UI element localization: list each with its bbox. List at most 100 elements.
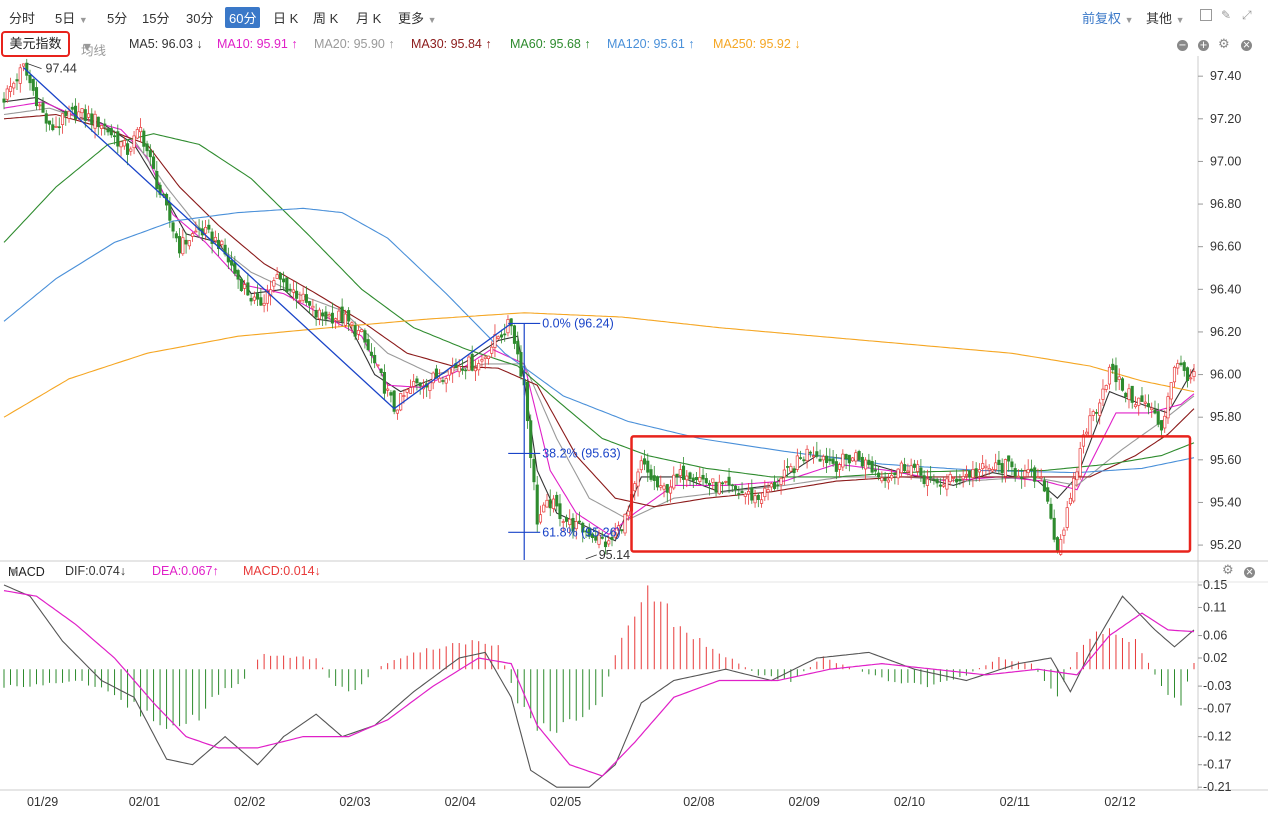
candle-body	[994, 462, 998, 471]
candle-body	[893, 473, 897, 475]
tab-weekly-k[interactable]: 周 K	[313, 11, 339, 26]
candle-body	[977, 469, 981, 473]
candle-body	[841, 453, 845, 468]
candle-body	[652, 475, 656, 481]
y-tick-label: 95.60	[1210, 453, 1241, 467]
candle-body	[1169, 382, 1173, 400]
candle-body	[815, 451, 819, 457]
close-icon[interactable]: ×	[1244, 565, 1255, 579]
candle-body	[64, 111, 68, 117]
candle-body	[1143, 401, 1147, 404]
candle-body	[171, 222, 175, 232]
candle-body	[1049, 503, 1053, 519]
candle-body	[21, 63, 26, 67]
candle-body	[1130, 385, 1134, 403]
candle-body	[386, 388, 390, 391]
candle-body	[577, 520, 582, 523]
candle-body	[525, 381, 530, 422]
candle-body	[148, 150, 152, 158]
fullscreen-icon[interactable]: ⤢	[1242, 8, 1252, 22]
candle-body	[545, 499, 549, 508]
candle-body	[831, 458, 835, 464]
tab-monthly-k[interactable]: 月 K	[356, 11, 382, 26]
tab-60min[interactable]: 60分	[225, 7, 261, 28]
y-tick-label: 97.40	[1210, 69, 1241, 83]
candle-body	[532, 458, 536, 483]
chevron-down-icon: ▼	[78, 15, 88, 25]
candle-body	[925, 478, 929, 486]
ma60-line	[3, 133, 1195, 478]
tab-timeshare[interactable]: 分时	[9, 11, 36, 26]
candle-body	[857, 451, 861, 460]
tab-more[interactable]: 更多 ▼	[398, 8, 437, 27]
candle-body	[1111, 363, 1115, 371]
close-icon[interactable]: ×	[1241, 38, 1252, 52]
candle-body	[1150, 407, 1154, 411]
ma250-line	[3, 312, 1195, 418]
chevron-down-icon: ▼	[1175, 15, 1185, 25]
y-tick-label: 96.80	[1210, 197, 1241, 211]
adjust-dropdown[interactable]: 前复权 ▼	[1082, 8, 1134, 27]
pencil-icon[interactable]: ✎	[1221, 8, 1232, 22]
candle-body	[721, 482, 725, 485]
tab-5min[interactable]: 5分	[107, 11, 128, 26]
ma30-line	[3, 113, 1195, 508]
plus-icon[interactable]: +	[1198, 38, 1209, 52]
tab-5day[interactable]: 5日 ▼	[55, 8, 88, 27]
grid-icon[interactable]	[1200, 9, 1212, 21]
candle-body	[1013, 468, 1017, 477]
gear-icon[interactable]: ⚙	[1218, 36, 1230, 51]
gear-icon[interactable]: ⚙	[1222, 562, 1234, 577]
candle-body	[776, 484, 780, 487]
x-tick-label: 02/02	[234, 795, 265, 809]
candle-body	[405, 389, 409, 393]
candle-body	[675, 473, 679, 477]
candle-body	[499, 334, 504, 338]
candle-body	[681, 465, 686, 480]
minus-icon[interactable]: −	[1177, 38, 1188, 52]
symbol-label[interactable]: 美元指数	[1, 31, 70, 57]
candle-body	[308, 301, 312, 306]
candle-body	[272, 280, 276, 287]
candle-body	[207, 224, 211, 230]
legend-ma250: MA250: 95.92 ↓	[713, 37, 801, 51]
trend-line	[23, 67, 512, 410]
candle-body	[948, 474, 952, 483]
candle-body	[44, 113, 48, 124]
candle-body	[152, 156, 156, 169]
candle-body	[870, 461, 874, 473]
candle-body	[1081, 434, 1086, 447]
candle-body	[18, 67, 22, 84]
candle-body	[298, 300, 302, 302]
candle-body	[740, 491, 744, 494]
tab-15min[interactable]: 15分	[142, 11, 170, 26]
candle-body	[116, 131, 120, 147]
candle-body	[1127, 388, 1131, 400]
candle-body	[769, 483, 773, 488]
range-box	[630, 435, 1192, 553]
candle-body	[158, 184, 162, 195]
candle-body	[408, 387, 412, 394]
candle-body	[633, 483, 637, 492]
candle-body	[226, 256, 230, 263]
candle-body	[217, 239, 221, 250]
candle-body	[1153, 409, 1157, 414]
other-dropdown[interactable]: 其他 ▼	[1146, 8, 1185, 27]
candle-body	[766, 489, 770, 493]
candle-body	[636, 471, 640, 487]
candle-body	[301, 293, 305, 301]
candle-body	[1039, 476, 1043, 479]
candle-body	[932, 478, 936, 481]
tab-30min[interactable]: 30分	[186, 11, 214, 26]
candle-body	[1091, 411, 1095, 416]
candle-body	[132, 135, 136, 149]
candle-body	[623, 513, 627, 534]
candle-body	[343, 313, 347, 326]
candle-body	[668, 486, 673, 494]
candle-body	[951, 477, 955, 479]
candle-body	[704, 478, 708, 484]
candle-body	[756, 494, 760, 500]
tab-daily-k[interactable]: 日 K	[273, 11, 299, 26]
y-tick-label: 96.60	[1210, 240, 1241, 254]
